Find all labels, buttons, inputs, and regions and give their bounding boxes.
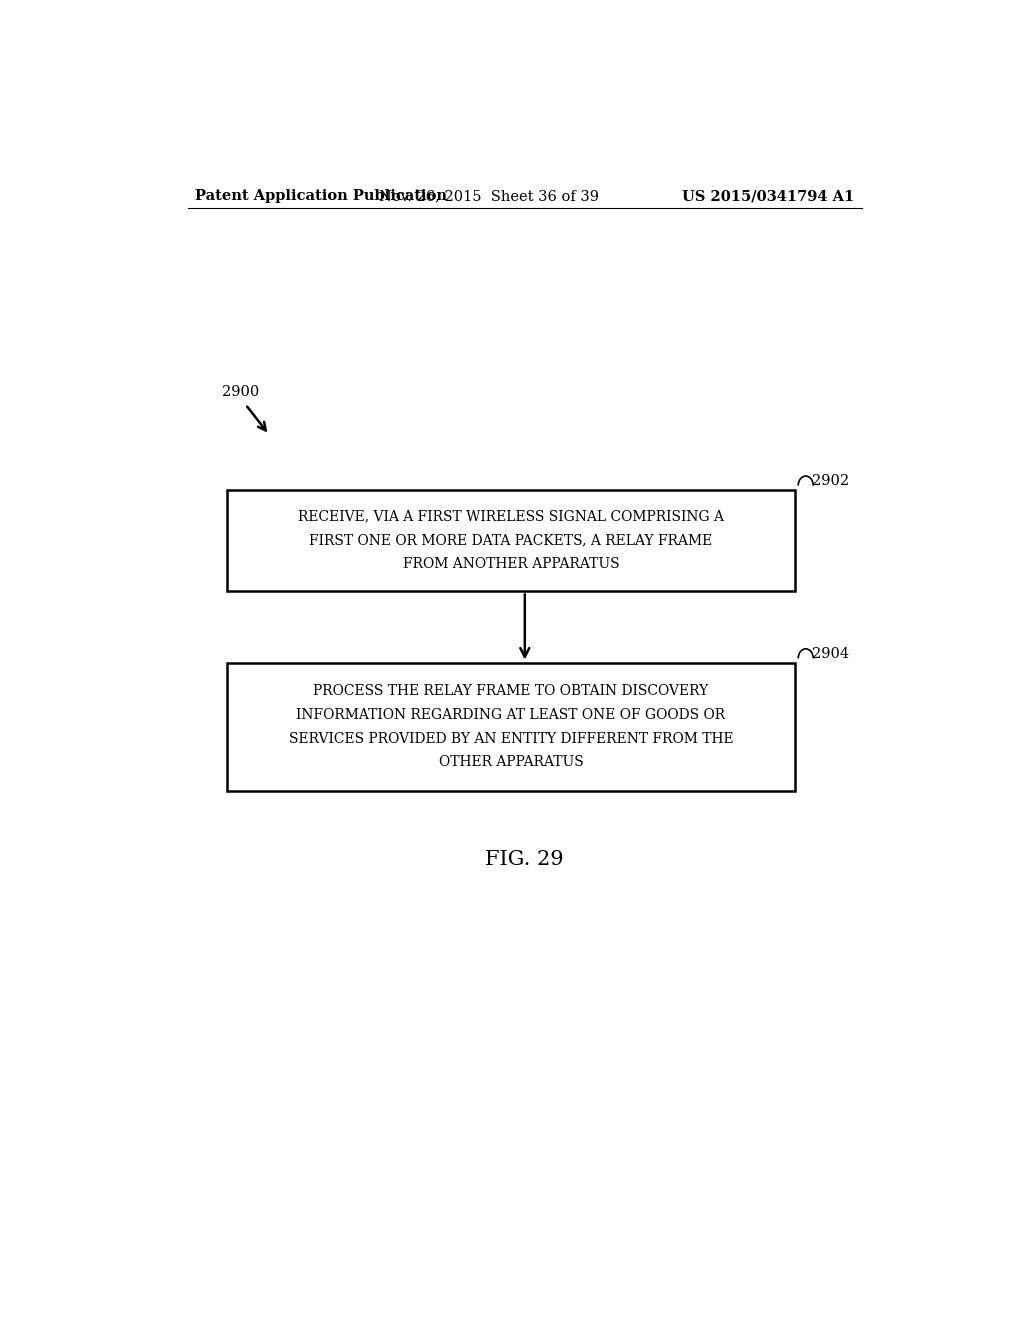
Text: US 2015/0341794 A1: US 2015/0341794 A1 bbox=[682, 189, 854, 203]
Text: RECEIVE, VIA A FIRST WIRELESS SIGNAL COMPRISING A
FIRST ONE OR MORE DATA PACKETS: RECEIVE, VIA A FIRST WIRELESS SIGNAL COM… bbox=[298, 510, 724, 572]
Text: 2904: 2904 bbox=[812, 647, 849, 660]
Text: Patent Application Publication: Patent Application Publication bbox=[196, 189, 447, 203]
Text: 2900: 2900 bbox=[221, 385, 259, 399]
Text: 2902: 2902 bbox=[812, 474, 849, 487]
Bar bbox=[227, 490, 795, 591]
Text: Nov. 26, 2015  Sheet 36 of 39: Nov. 26, 2015 Sheet 36 of 39 bbox=[379, 189, 599, 203]
Text: PROCESS THE RELAY FRAME TO OBTAIN DISCOVERY
INFORMATION REGARDING AT LEAST ONE O: PROCESS THE RELAY FRAME TO OBTAIN DISCOV… bbox=[289, 684, 733, 770]
Text: FIG. 29: FIG. 29 bbox=[485, 850, 564, 869]
Bar bbox=[227, 663, 795, 791]
